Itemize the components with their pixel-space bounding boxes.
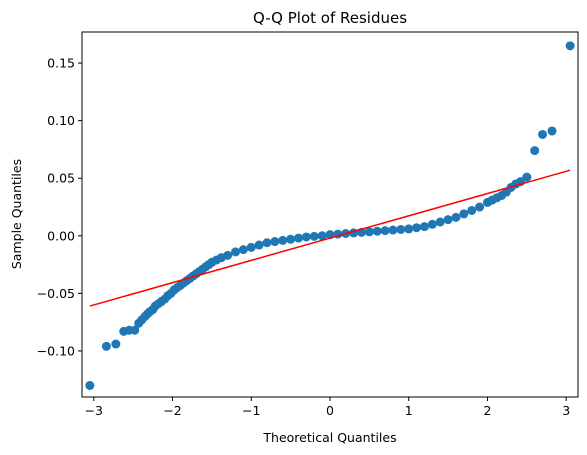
x-tick-label: 2	[483, 403, 491, 418]
data-point	[459, 209, 469, 219]
y-tick-label: −0.10	[37, 343, 75, 358]
data-point	[419, 222, 429, 232]
data-point	[404, 224, 414, 234]
data-point	[565, 41, 575, 51]
data-point	[223, 250, 233, 260]
x-tick-label: 0	[326, 403, 334, 418]
data-point	[364, 227, 374, 237]
plot-frame	[81, 31, 579, 398]
data-point	[238, 245, 248, 255]
data-point	[231, 247, 241, 257]
x-tick-label: 3	[562, 403, 570, 418]
data-point	[547, 126, 557, 136]
data-point	[309, 231, 319, 241]
x-axis-label: Theoretical Quantiles	[262, 430, 396, 445]
data-point	[427, 219, 437, 229]
x-tick-label: 1	[405, 403, 413, 418]
data-point	[435, 217, 445, 227]
data-point	[85, 380, 95, 390]
chart-title: Q-Q Plot of Residues	[253, 9, 407, 27]
data-point	[372, 226, 382, 236]
data-point	[380, 226, 390, 236]
x-axis-ticks: −3 −2 −1 0 1 2 3	[85, 397, 570, 418]
x-tick-label: −1	[242, 403, 260, 418]
data-point	[301, 232, 311, 242]
y-axis-label: Sample Quantiles	[9, 159, 24, 269]
reference-line	[89, 169, 571, 307]
data-point	[475, 202, 485, 212]
data-point	[388, 225, 398, 235]
data-point	[278, 235, 288, 245]
points-layer	[85, 41, 575, 390]
data-point	[443, 215, 453, 225]
data-point	[396, 224, 406, 234]
data-point	[317, 231, 327, 241]
x-tick-label: −2	[163, 403, 181, 418]
data-point	[522, 172, 532, 182]
data-point	[101, 341, 111, 351]
data-point	[111, 339, 121, 349]
y-axis-ticks: −0.10 −0.05 0.00 0.05 0.10 0.15	[37, 56, 82, 358]
data-point	[246, 242, 256, 252]
y-tick-label: 0.00	[47, 228, 75, 243]
y-tick-label: −0.05	[37, 286, 75, 301]
y-tick-label: 0.10	[47, 113, 75, 128]
data-point	[467, 205, 477, 215]
data-point	[412, 223, 422, 233]
data-point	[530, 146, 540, 156]
data-point	[262, 238, 272, 248]
data-point	[538, 129, 548, 139]
data-point	[286, 234, 296, 244]
data-point	[130, 325, 140, 335]
x-tick-label: −3	[85, 403, 103, 418]
data-point	[254, 240, 264, 250]
data-point	[451, 212, 461, 222]
y-tick-label: 0.05	[47, 171, 75, 186]
y-tick-label: 0.15	[47, 56, 75, 71]
data-point	[294, 233, 304, 243]
data-point	[270, 237, 280, 247]
